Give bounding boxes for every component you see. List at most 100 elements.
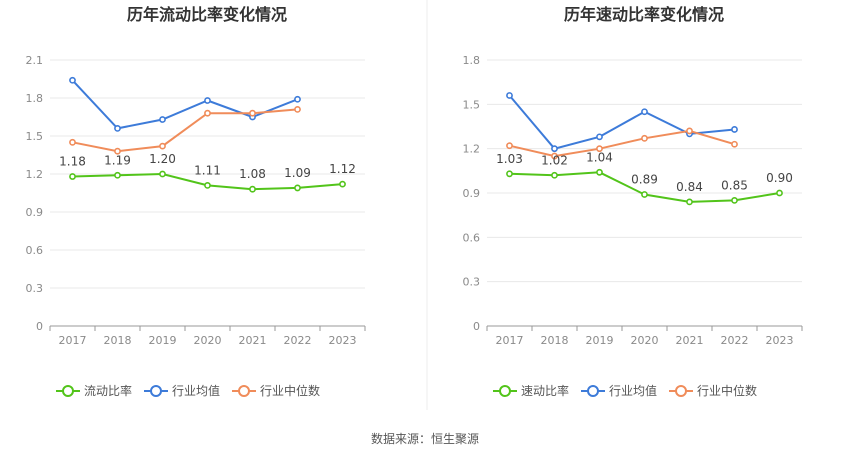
data-point xyxy=(114,124,121,132)
y-tick-label: 1.2 xyxy=(463,143,481,156)
x-tick-label: 2018 xyxy=(104,334,132,347)
legend-item-流动比率[interactable]: 流动比率 xyxy=(56,383,132,398)
x-tick-label: 2023 xyxy=(766,334,794,347)
legend-marker xyxy=(499,385,511,397)
x-tick-label: 2020 xyxy=(194,334,222,347)
legend-item-速动比率[interactable]: 速动比率 xyxy=(493,383,569,398)
data-point xyxy=(551,171,558,179)
data-label: 1.12 xyxy=(329,162,356,176)
data-point xyxy=(159,170,166,178)
legend-label: 行业中位数 xyxy=(260,383,320,398)
data-point xyxy=(294,95,301,103)
data-point xyxy=(114,171,121,179)
data-point xyxy=(596,133,603,141)
legend-item-行业中位数[interactable]: 行业中位数 xyxy=(232,383,320,398)
data-point xyxy=(731,126,738,133)
data-point xyxy=(204,181,211,189)
chart-title: 历年速动比率变化情况 xyxy=(564,5,724,24)
x-tick-label: 2018 xyxy=(541,334,569,347)
y-tick-label: 0.9 xyxy=(26,206,44,219)
chart-panel-1: 历年流动比率变化情况 0 0.3 0.6 0.9 1.2 1.5 1.8 2.1 2017 2018… xyxy=(26,5,366,398)
x-tick-label: 2022 xyxy=(721,334,749,347)
series-line-行业中位数 xyxy=(509,129,735,158)
legend-marker xyxy=(587,385,599,397)
data-label: 1.08 xyxy=(239,167,266,181)
data-label: 1.04 xyxy=(586,150,613,164)
data-point xyxy=(69,76,76,84)
y-tick-label: 0 xyxy=(473,320,480,333)
series-line-行业均值 xyxy=(508,94,735,150)
x-tick-label: 2017 xyxy=(496,334,524,347)
chart-title: 历年流动比率变化情况 xyxy=(127,5,287,24)
data-point xyxy=(159,116,166,123)
data-point xyxy=(294,106,301,113)
chart-panel-2: 历年速动比率变化情况 0 0.3 0.6 0.9 1.2 1.5 1.8 2017 2018 201… xyxy=(463,5,803,398)
data-label: 0.90 xyxy=(766,171,793,185)
x-tick-label: 2023 xyxy=(329,334,357,347)
data-label: 1.09 xyxy=(284,166,311,180)
data-point xyxy=(641,191,648,198)
data-label: 0.89 xyxy=(631,172,658,186)
data-point xyxy=(641,134,648,142)
data-point xyxy=(731,140,738,148)
legend-marker xyxy=(238,385,250,397)
data-point xyxy=(596,145,603,153)
y-tick-label: 1.8 xyxy=(463,54,481,67)
data-label: 1.18 xyxy=(59,155,86,169)
data-point xyxy=(114,147,121,155)
x-tick-label: 2019 xyxy=(586,334,614,347)
y-tick-label: 1.5 xyxy=(26,130,44,143)
data-point xyxy=(339,180,346,188)
y-tick-label: 0 xyxy=(36,320,43,333)
data-label: 0.85 xyxy=(721,178,748,192)
data-label: 1.19 xyxy=(104,153,131,167)
y-tick-label: 1.2 xyxy=(26,168,44,181)
legend-item-行业中位数[interactable]: 行业中位数 xyxy=(669,383,757,398)
data-point xyxy=(551,152,558,160)
x-tick-label: 2017 xyxy=(59,334,87,347)
data-point xyxy=(596,168,603,176)
legend-marker xyxy=(675,385,687,397)
data-point xyxy=(686,198,693,206)
data-point xyxy=(731,196,738,204)
data-point xyxy=(506,92,513,99)
data-label: 0.84 xyxy=(676,180,703,194)
y-tick-label: 0.9 xyxy=(463,187,481,200)
y-tick-label: 0.3 xyxy=(26,282,44,295)
data-point xyxy=(686,127,693,135)
data-label: 1.03 xyxy=(496,152,523,166)
y-tick-label: 0.6 xyxy=(463,231,481,244)
series-line-行业均值 xyxy=(71,79,298,130)
data-point xyxy=(776,189,783,197)
data-point xyxy=(506,142,513,150)
legend-marker xyxy=(62,385,74,397)
y-tick-label: 0.6 xyxy=(26,244,44,257)
data-label: 1.20 xyxy=(149,152,176,166)
legend-label: 行业均值 xyxy=(172,383,220,398)
legend-marker xyxy=(150,385,162,397)
y-tick-label: 2.1 xyxy=(26,54,44,67)
y-tick-label: 0.3 xyxy=(463,276,481,289)
data-point xyxy=(69,138,76,146)
data-point xyxy=(204,109,211,117)
y-tick-label: 1.5 xyxy=(463,98,481,111)
data-point xyxy=(641,108,648,116)
data-point xyxy=(506,170,513,178)
data-label: 1.02 xyxy=(541,153,568,167)
data-point xyxy=(249,185,256,193)
legend-label: 行业均值 xyxy=(609,383,657,398)
data-point xyxy=(551,145,558,153)
data-point xyxy=(294,184,301,192)
data-point xyxy=(204,97,211,104)
legend-label: 流动比率 xyxy=(84,383,132,398)
legend-item-行业均值[interactable]: 行业均值 xyxy=(144,383,220,398)
legend-label: 速动比率 xyxy=(521,383,569,398)
y-tick-label: 1.8 xyxy=(26,92,44,105)
x-tick-label: 2020 xyxy=(631,334,659,347)
x-tick-label: 2022 xyxy=(284,334,312,347)
legend-item-行业均值[interactable]: 行业均值 xyxy=(581,383,657,398)
data-point xyxy=(69,173,76,180)
legend-label: 行业中位数 xyxy=(697,383,757,398)
x-tick-label: 2021 xyxy=(676,334,704,347)
